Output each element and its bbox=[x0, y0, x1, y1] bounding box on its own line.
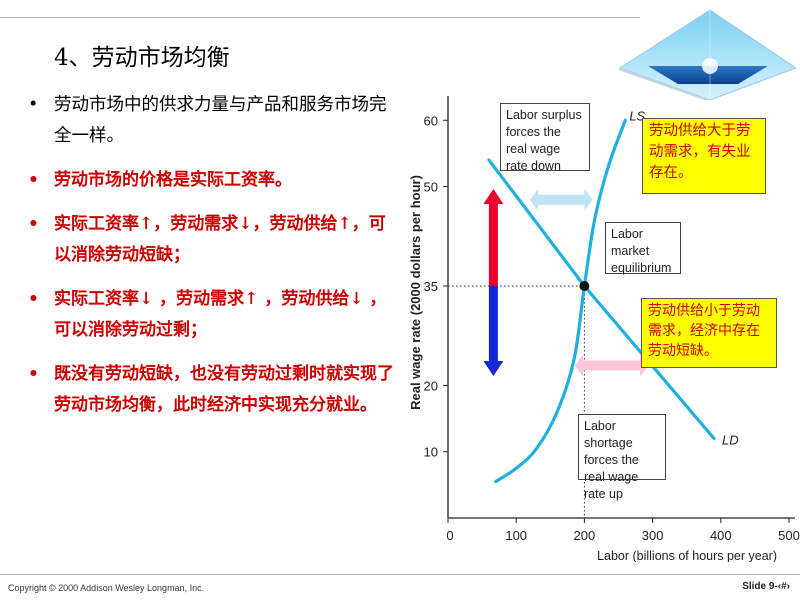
series-ls-label: LS bbox=[629, 108, 645, 123]
bullet-dot: • bbox=[28, 95, 39, 115]
surplus-gap-arrow bbox=[529, 188, 593, 211]
grid-layer bbox=[448, 285, 585, 518]
y-tick-label: 20 bbox=[424, 378, 438, 393]
bullet-item: • 既没有劳动短缺，也没有劳动过剩时就实现了劳动市场均衡，此时经济中实现充分就业… bbox=[22, 359, 402, 421]
arrows-layer bbox=[483, 188, 649, 377]
series-labels: LS LD bbox=[629, 108, 738, 447]
copyright-text: Copyright © 2000 Addison Wesley Longman,… bbox=[8, 583, 205, 593]
bullet-dot: • bbox=[28, 289, 39, 309]
x-tick-label: 0 bbox=[446, 528, 453, 543]
y-axis-label: Real wage rate (2000 dollars per hour) bbox=[408, 175, 423, 410]
bullet-item: • 劳动市场中的供求力量与产品和服务市场完全一样。 bbox=[22, 90, 402, 152]
pyramid-decoration bbox=[618, 9, 798, 100]
wage-up-arrow-head bbox=[483, 188, 504, 204]
y-tick-label: 50 bbox=[424, 180, 438, 195]
series-ld-label: LD bbox=[722, 432, 739, 447]
shortage-gap-arrow bbox=[574, 354, 649, 377]
slide-title: 4、劳动市场均衡 bbox=[54, 45, 230, 71]
bullet-text: 劳动市场的价格是实际工资率。 bbox=[54, 170, 292, 190]
labor-market-chart: 0 100 200 300 400 500 10 20 35 50 60 LS LD Labor (b… bbox=[408, 96, 800, 562]
footer-rule bbox=[0, 574, 800, 575]
bullet-text: 实际工资率↓ ，劳动需求↑ ，劳动供给↓ ，可以消除劳动过剩； bbox=[54, 289, 387, 340]
wage-down-arrow-shaft bbox=[488, 285, 498, 361]
x-tick-label: 200 bbox=[574, 528, 596, 543]
bullet-dot: • bbox=[28, 170, 39, 190]
shortage-note: 劳动供给小于劳动需求，经济中存在劳动短缺。 bbox=[641, 298, 777, 368]
bullet-text: 实际工资率↑，劳动需求↓，劳动供给↑，可以消除劳动短缺； bbox=[54, 214, 386, 265]
x-axis-label: Labor (billions of hours per year) bbox=[597, 549, 777, 562]
y-tick-label: 60 bbox=[424, 113, 438, 128]
surplus-note: 劳动供给大于劳动需求，有失业存在。 bbox=[642, 118, 766, 194]
bullet-text: 既没有劳动短缺，也没有劳动过剩时就实现了劳动市场均衡，此时经济中实现充分就业。 bbox=[54, 364, 394, 415]
x-tick-label: 300 bbox=[642, 528, 664, 543]
shortage-callout: Labor shortage forces the real wage rate… bbox=[578, 414, 666, 501]
equilibrium-callout: Labor market equilibrium bbox=[605, 222, 681, 275]
equilibrium-point bbox=[579, 280, 590, 291]
x-tick-label: 100 bbox=[505, 528, 527, 543]
x-tick-label: 500 bbox=[778, 528, 800, 543]
ticks-layer: 0 100 200 300 400 500 10 20 35 50 60 bbox=[424, 113, 800, 543]
bullet-item: • 实际工资率↓ ，劳动需求↑ ，劳动供给↓ ，可以消除劳动过剩； bbox=[22, 284, 402, 346]
slide-number: Slide 9-‹#› bbox=[742, 581, 790, 592]
bullet-text: 劳动市场中的供求力量与产品和服务市场完全一样。 bbox=[54, 95, 387, 146]
bullet-item: • 实际工资率↑，劳动需求↓，劳动供给↑，可以消除劳动短缺； bbox=[22, 209, 402, 271]
y-tick-label: 35 bbox=[424, 279, 438, 294]
bullet-list: • 劳动市场中的供求力量与产品和服务市场完全一样。 • 劳动市场的价格是实际工资… bbox=[22, 90, 402, 434]
wage-up-arrow-shaft bbox=[488, 203, 498, 286]
series-ls-curve bbox=[494, 118, 627, 484]
bullet-dot: • bbox=[28, 214, 39, 234]
y-tick-label: 10 bbox=[424, 445, 438, 460]
surplus-callout: Labor surplus forces the real wage rate … bbox=[500, 103, 590, 173]
bullet-dot: • bbox=[28, 364, 39, 384]
x-tick-label: 400 bbox=[710, 528, 732, 543]
series-layer bbox=[487, 118, 716, 484]
top-rule bbox=[0, 17, 640, 18]
bullet-item: • 劳动市场的价格是实际工资率。 bbox=[22, 165, 402, 196]
wage-down-arrow-head bbox=[483, 360, 504, 376]
